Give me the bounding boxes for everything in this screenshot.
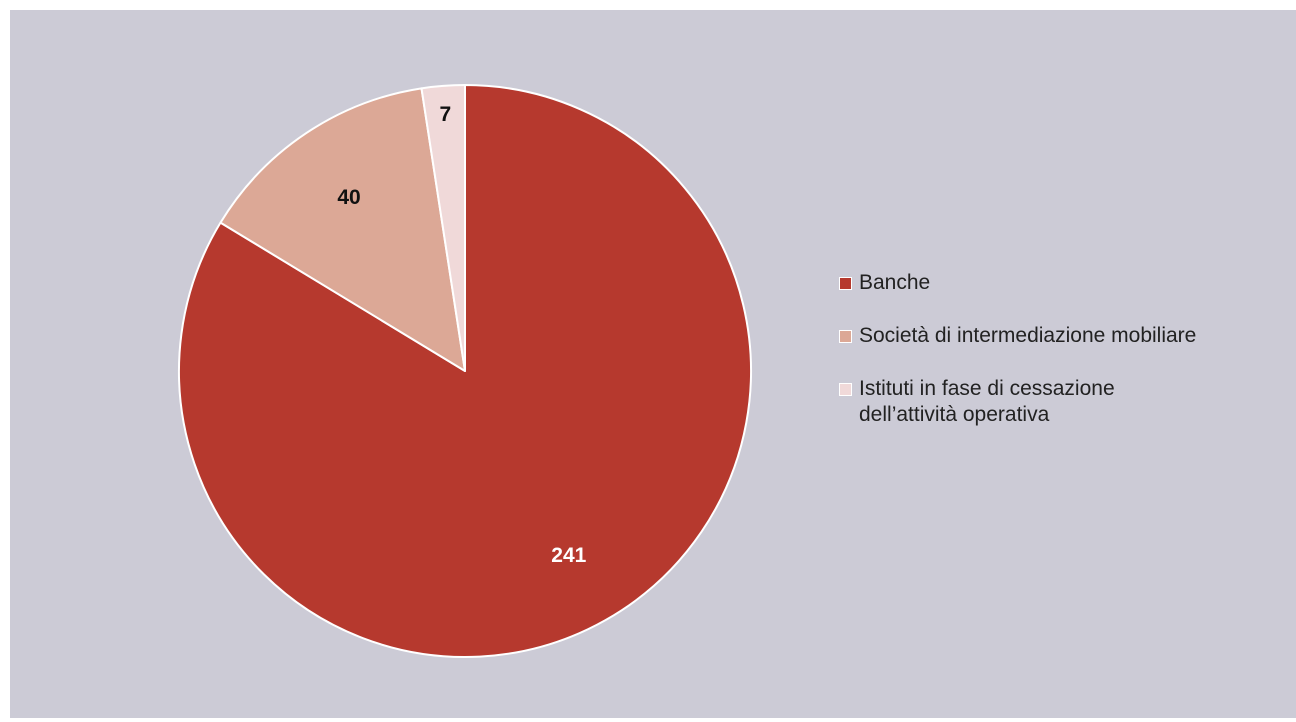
legend-label-istituti: Istituti in fase di cessazione dell’atti… bbox=[859, 377, 1115, 426]
legend-item-istituti: Istituti in fase di cessazione dell’atti… bbox=[839, 376, 1279, 428]
legend-item-sim: Società di intermediazione mobiliare bbox=[839, 323, 1279, 349]
legend-item-banche: Banche bbox=[839, 270, 1279, 296]
pie-data-label-2: 7 bbox=[440, 103, 452, 126]
legend-swatch-banche bbox=[839, 277, 852, 290]
legend: Banche Società di intermediazione mobili… bbox=[839, 270, 1279, 428]
pie-data-label-0: 241 bbox=[551, 544, 586, 567]
legend-swatch-sim bbox=[839, 330, 852, 343]
legend-label-sim: Società di intermediazione mobiliare bbox=[859, 324, 1197, 347]
pie-slice-1 bbox=[219, 87, 466, 372]
legend-swatch-istituti bbox=[839, 383, 852, 396]
pie-slice-2 bbox=[420, 84, 466, 372]
pie-data-label-1: 40 bbox=[337, 186, 360, 209]
legend-label-banche: Banche bbox=[859, 271, 931, 294]
